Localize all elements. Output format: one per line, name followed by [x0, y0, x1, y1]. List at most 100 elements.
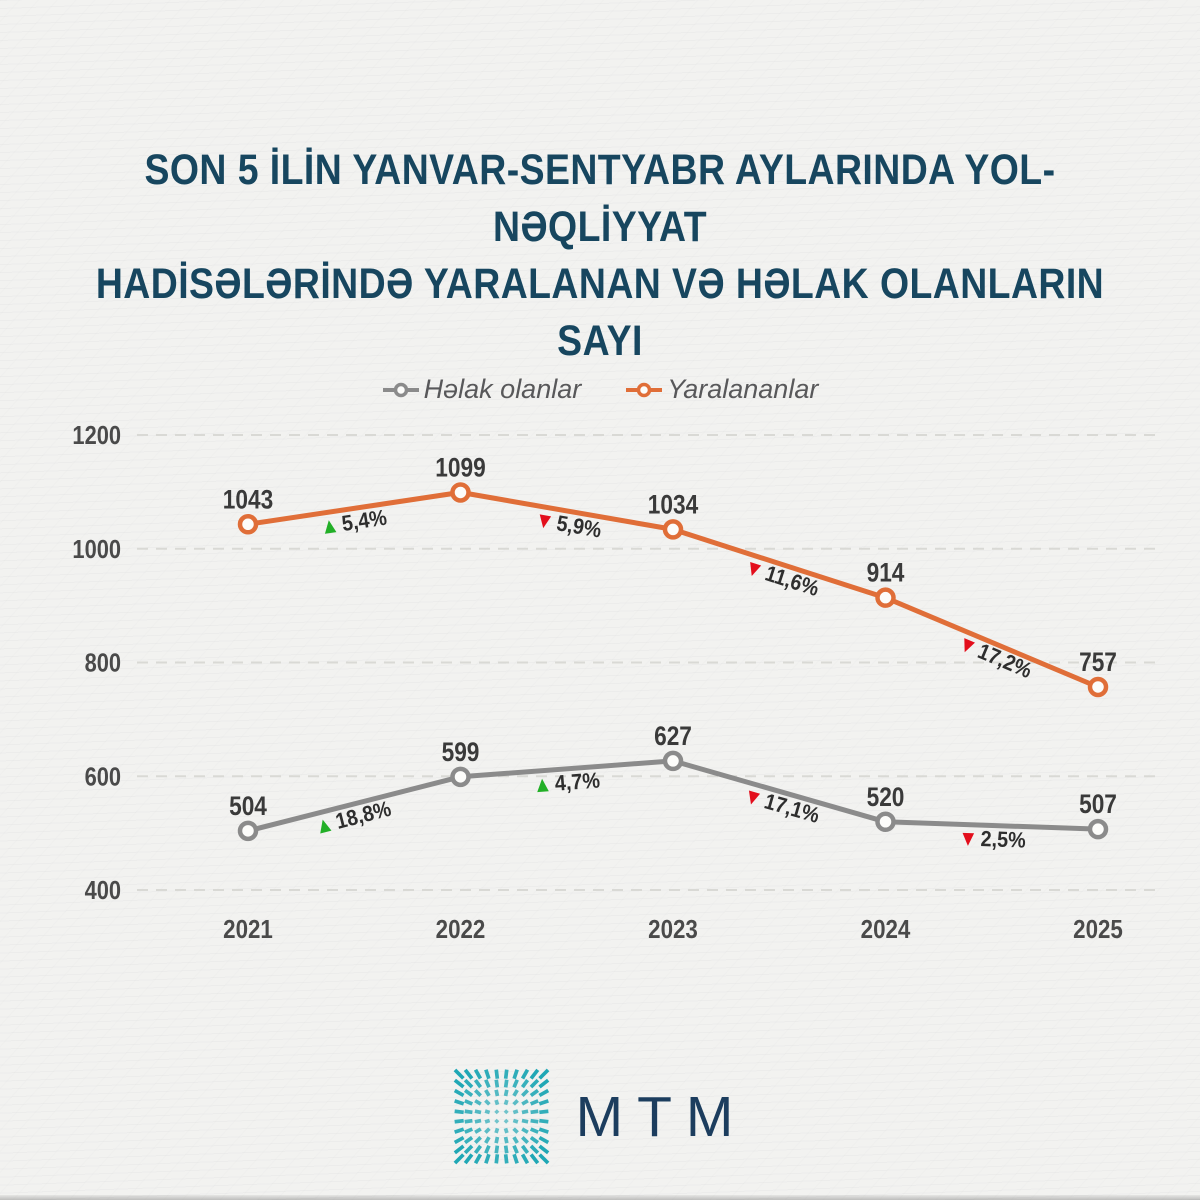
logo-burst-dash	[463, 1088, 473, 1098]
value-label: 520	[867, 782, 905, 812]
logo-burst-dash	[453, 1068, 465, 1080]
legend-label: Yaralananlar	[667, 374, 819, 404]
logo-burst-dash	[537, 1153, 549, 1165]
logo-burst-dash	[511, 1127, 519, 1134]
page-title: SON 5 İLİN YANVAR-SENTYABR AYLARINDA YOL…	[78, 142, 1122, 370]
pct-annotation: ▼17,2%	[954, 631, 1036, 684]
logo-burst-dash	[483, 1127, 491, 1134]
logo-burst-dash	[529, 1068, 539, 1080]
logo-burst-dash	[473, 1068, 482, 1080]
logo-burst-dash	[529, 1099, 539, 1106]
logo-burst-dash	[512, 1109, 519, 1115]
logo-burst-dash	[512, 1118, 519, 1124]
title-line-1: SON 5 İLİN YANVAR-SENTYABR AYLARINDA YOL…	[144, 146, 1056, 251]
value-label: 504	[229, 791, 267, 821]
logo-burst-dash	[494, 1145, 499, 1154]
logo-burst-dash	[529, 1088, 539, 1098]
logo-burst-dash	[511, 1136, 519, 1144]
logo-burst-dash	[493, 1109, 499, 1115]
logo-burst-dash	[503, 1118, 509, 1124]
logo-burst-dash	[474, 1109, 482, 1115]
logo-burst-dash	[473, 1153, 482, 1165]
logo-burst-dash	[483, 1089, 491, 1097]
logo-burst-dash	[503, 1099, 509, 1106]
logo-burst-dash	[484, 1109, 490, 1115]
logo-burst-dash	[520, 1136, 529, 1144]
logo-burst-dash	[473, 1127, 482, 1134]
logo-burst-dash	[463, 1144, 473, 1155]
logo-burst-dash	[511, 1069, 519, 1080]
y-tick-label: 1200	[72, 421, 121, 450]
logo-burst-dash	[453, 1088, 465, 1098]
x-tick-label: 2021	[223, 915, 273, 944]
x-tick-label: 2024	[861, 915, 911, 944]
logo-burst-dash	[503, 1145, 509, 1154]
legend-label: Həlak olanlar	[423, 374, 582, 404]
logo-burst-dash	[463, 1099, 473, 1106]
value-label: 599	[442, 737, 480, 767]
logo-burst-dash	[529, 1127, 539, 1134]
data-point	[1087, 818, 1109, 840]
pct-annotation: ▼5,9%	[533, 507, 604, 542]
legend-item-yaralananlar: Yaralananlar	[625, 374, 818, 405]
logo-burst-dash	[529, 1109, 539, 1115]
logo-burst-dash	[511, 1089, 519, 1097]
logo-burst-dash	[473, 1078, 482, 1089]
logo-burst-dash	[453, 1099, 464, 1106]
logo-burst-dash	[529, 1153, 539, 1165]
up-triangle-icon: ▲	[312, 811, 337, 839]
logo-burst-dash	[538, 1099, 549, 1106]
logo-burst-dash	[538, 1088, 549, 1098]
logo-burst-dash	[520, 1089, 529, 1097]
logo-burst-dash	[538, 1078, 549, 1089]
logo-burst-dash	[474, 1118, 482, 1124]
chart-legend: Həlak olanlar Yaralananlar	[0, 374, 1200, 405]
y-tick-label: 400	[85, 876, 121, 905]
logo-burst-dash	[483, 1099, 491, 1106]
brand-footer: MTM	[0, 1068, 1200, 1165]
logo-burst-dash	[493, 1136, 499, 1144]
logo-burst-dash	[538, 1135, 549, 1145]
logo-burst-dash	[529, 1135, 539, 1145]
value-label: 914	[867, 558, 905, 588]
logo-burst-dash	[464, 1109, 473, 1115]
line-marker-icon	[382, 382, 419, 397]
logo-burst-dash	[494, 1154, 499, 1164]
value-label: 1099	[435, 453, 485, 483]
logo-burst-dash	[529, 1144, 539, 1155]
logo-burst-dash	[511, 1079, 519, 1089]
logo-burst-dash	[463, 1153, 473, 1165]
data-point	[875, 587, 896, 608]
logo-burst-dash	[511, 1099, 519, 1106]
logo-burst-dash	[493, 1089, 499, 1097]
logo-burst-dash	[464, 1118, 473, 1124]
logo-burst-dash	[453, 1135, 465, 1145]
logo-burst-dash	[473, 1089, 482, 1097]
line-marker-icon	[626, 382, 663, 397]
mtm-logo-icon	[453, 1068, 549, 1165]
logo-burst-dash	[503, 1154, 509, 1164]
logo-burst-dash	[483, 1136, 491, 1144]
logo-burst-dash	[493, 1118, 499, 1124]
x-tick-label: 2023	[648, 915, 698, 944]
logo-burst-dash	[494, 1079, 499, 1088]
logo-burst-dash	[503, 1069, 509, 1079]
pct-annotation: ▼2,5%	[958, 826, 1027, 853]
logo-burst-dash	[511, 1153, 519, 1164]
logo-burst-dash	[493, 1099, 499, 1106]
title-line-2: HADİSƏLƏRİNDƏ YARALANAN VƏ HƏLAK OLANLAR…	[95, 260, 1105, 365]
logo-burst-dash	[463, 1127, 473, 1134]
logo-burst-dash	[538, 1118, 549, 1124]
logo-burst-dash	[511, 1144, 519, 1154]
down-triangle-icon: ▼	[740, 783, 765, 812]
logo-burst-dash	[521, 1109, 529, 1115]
up-triangle-icon: ▲	[318, 513, 341, 540]
logo-burst-dash	[473, 1099, 482, 1106]
logo-burst-dash	[520, 1078, 529, 1089]
logo-burst-dash	[529, 1078, 539, 1089]
data-point	[662, 519, 684, 540]
logo-burst-dash	[520, 1144, 529, 1155]
data-point	[662, 750, 684, 772]
